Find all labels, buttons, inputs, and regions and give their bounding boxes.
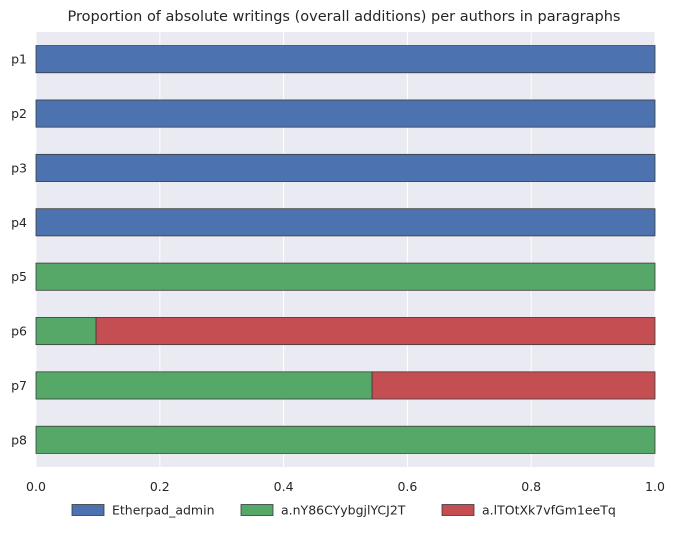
legend-swatch bbox=[240, 504, 274, 516]
x-tick-label: 0.2 bbox=[150, 479, 170, 494]
legend-swatch bbox=[441, 504, 475, 516]
bars bbox=[35, 45, 656, 454]
y-tick-label: p6 bbox=[11, 324, 27, 339]
bar-p7-series-2 bbox=[371, 371, 656, 400]
legend-label: a.lTOtXk7vfGm1eeTq bbox=[482, 503, 616, 518]
bar-p3-series-0 bbox=[35, 153, 656, 182]
x-tick-label: 0.6 bbox=[397, 479, 417, 494]
y-tick-label: p8 bbox=[11, 432, 27, 447]
x-tick-label: 0.8 bbox=[521, 479, 541, 494]
bar-p8-series-1 bbox=[35, 425, 656, 454]
y-tick-label: p2 bbox=[11, 106, 27, 121]
chart-title: Proportion of absolute writings (overall… bbox=[68, 9, 621, 25]
bar-p1-series-0 bbox=[35, 45, 656, 74]
legend: Etherpad_admin a.nY86CYybgjlYCJ2T a.lTOtXk… bbox=[71, 503, 616, 518]
y-tick-labels: p1 p2 p3 p4 p5 p6 p7 p8 bbox=[11, 52, 27, 448]
bar-p6-series-2 bbox=[95, 317, 656, 346]
legend-swatch bbox=[71, 504, 105, 516]
legend-label: a.nY86CYybgjlYCJ2T bbox=[281, 503, 406, 518]
x-tick-label: 0.4 bbox=[274, 479, 294, 494]
x-tick-label: 0.0 bbox=[26, 479, 46, 494]
y-tick-label: p1 bbox=[11, 52, 27, 67]
y-tick-label: p4 bbox=[11, 215, 27, 230]
y-tick-label: p3 bbox=[11, 160, 27, 175]
y-tick-label: p7 bbox=[11, 378, 27, 393]
bar-p4-series-0 bbox=[35, 208, 656, 237]
legend-label: Etherpad_admin bbox=[112, 503, 215, 518]
bar-p7-series-1 bbox=[35, 371, 373, 400]
bar-p2-series-0 bbox=[35, 99, 656, 128]
y-tick-label: p5 bbox=[11, 269, 27, 284]
x-tick-labels: 0.0 0.2 0.4 0.6 0.8 1.0 bbox=[26, 479, 665, 494]
plot-area bbox=[36, 32, 655, 467]
bar-p5-series-1 bbox=[35, 262, 656, 291]
x-tick-label: 1.0 bbox=[645, 479, 665, 494]
bar-p6-series-1 bbox=[35, 317, 97, 346]
